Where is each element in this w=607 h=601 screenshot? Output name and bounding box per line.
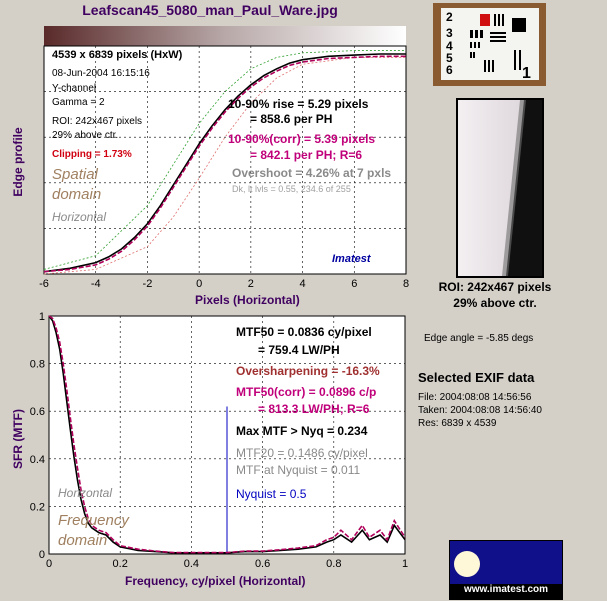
- dklt-text: Dk, lt lvls = 0.55, 234.6 of 255: [232, 184, 351, 194]
- ref-curve-green: [43, 50, 406, 270]
- edge-ylabel: Edge profile: [11, 127, 25, 197]
- x-tick-label: -6: [39, 278, 49, 290]
- edge-angle-text: Edge angle = -5.85 degs: [424, 333, 534, 344]
- mtfcorr-line1: MTF50(corr) = 0.0896 c/p: [236, 385, 377, 399]
- x-tick-label: 1: [402, 558, 408, 570]
- series-line-1: [43, 55, 406, 273]
- rise-line1: 10-90% rise = 5.29 pixels: [228, 97, 369, 111]
- y-tick-label: 0.2: [30, 501, 45, 513]
- edge-plot-area: [43, 45, 407, 275]
- mtf-horizontal-label: Horizontal: [58, 486, 113, 500]
- date-text: 08-Jun-2004 16:15:16: [52, 68, 150, 79]
- clipping-value: 1.73%: [103, 149, 132, 160]
- mtfcorr-line2: = 813.3 LW/PH; R=6: [258, 402, 370, 416]
- y-tick-label: 0.6: [30, 406, 45, 418]
- imatest-tag: Imatest: [332, 253, 371, 265]
- corr-line2: = 842.1 per PH; R=6: [250, 148, 363, 162]
- roi-caption-1: ROI: 242x467 pixels: [438, 280, 552, 294]
- target-number: 3: [446, 26, 453, 40]
- maxmtf-text: Max MTF > Nyq = 0.234: [236, 424, 368, 438]
- freq-domain-label: domain: [58, 532, 108, 549]
- corr-line1: 10-90%(corr) = 5.39 pixels: [228, 132, 376, 146]
- x-tick-label: 0: [46, 558, 52, 570]
- x-tick-label: 0.6: [255, 558, 270, 570]
- x-tick-label: -4: [91, 278, 101, 290]
- y-tick-label: 0.4: [30, 454, 45, 466]
- sun-icon: [454, 551, 480, 577]
- target-number: 1: [522, 65, 531, 82]
- mtf50-line1: MTF50 = 0.0836 cy/pixel: [236, 325, 372, 339]
- exif-taken: Taken: 2004:08:08 14:56:40: [418, 405, 542, 416]
- clipping-label: Clipping =: [52, 149, 104, 160]
- y-tick-label: 0: [39, 549, 45, 561]
- exif-file: File: 2004:08:08 14:56:56: [418, 392, 532, 403]
- y-tick-label: 1: [39, 311, 45, 323]
- frequency-label: Frequency: [58, 512, 129, 529]
- channel-text: Y-channel: [52, 83, 97, 94]
- horizontal-label: Horizontal: [52, 210, 107, 224]
- target-number: 5: [446, 51, 453, 65]
- edge-xlabel: Pixels (Horizontal): [195, 293, 300, 307]
- overshoot-text: Overshoot = 4.26% at 7 pxls: [232, 166, 392, 180]
- roi-text: ROI: 242x467 pixels: [52, 116, 143, 127]
- roi-caption-2: 29% above ctr.: [453, 296, 537, 310]
- target-number: 4: [446, 39, 453, 53]
- x-tick-label: 0: [196, 278, 202, 290]
- exif-title: Selected EXIF data: [418, 370, 535, 385]
- target-number: 6: [446, 63, 453, 77]
- dims-text: 4539 x 6839 pixels (HxW): [52, 49, 183, 61]
- x-tick-label: 0.8: [326, 558, 341, 570]
- spatial-label: Spatial: [52, 166, 98, 183]
- series-line-0: [43, 53, 406, 273]
- x-tick-label: 2: [248, 278, 254, 290]
- ref-curve-red: [43, 57, 406, 275]
- x-tick-label: 4: [300, 278, 306, 290]
- test-target-thumbnail: [433, 3, 546, 86]
- rise-line2: = 858.6 per PH: [250, 112, 333, 126]
- oversharp-text: Oversharpening = -16.3%: [236, 364, 380, 378]
- series-line-1: [48, 315, 406, 554]
- above-text: 29% above ctr.: [52, 130, 119, 141]
- mtf-xlabel: Frequency, cy/pixel (Horizontal): [125, 574, 306, 588]
- x-tick-label: 8: [403, 278, 409, 290]
- edge-gradient-bar: [44, 26, 406, 46]
- x-tick-label: 6: [351, 278, 357, 290]
- window-title: Leafscan45_5080_man_Paul_Ware.jpg: [82, 2, 338, 18]
- domain-label: domain: [52, 186, 102, 203]
- target-number: 2: [446, 10, 453, 24]
- mtf-ylabel: SFR (MTF): [11, 409, 25, 469]
- x-tick-label: -2: [143, 278, 153, 290]
- mtf20-text: MTF20 = 0.1486 cy/pixel: [236, 446, 368, 460]
- roi-image: [456, 98, 544, 278]
- mtf50-line2: = 759.4 LW/PH: [258, 343, 340, 357]
- logo-url: www.imatest.com: [463, 584, 549, 595]
- imatest-logo: www.imatest.com: [449, 540, 563, 600]
- clipping-text: Clipping = 1.73%: [52, 149, 132, 160]
- x-tick-label: 0.4: [184, 558, 199, 570]
- x-tick-label: 0.2: [113, 558, 128, 570]
- exif-res: Res: 6839 x 4539: [418, 418, 497, 429]
- gamma-text: Gamma = 2: [52, 97, 105, 108]
- nyquist-text: Nyquist = 0.5: [236, 487, 307, 501]
- mtfnyq-text: MTF at Nyquist = 0.011: [236, 463, 361, 477]
- y-tick-label: 0.8: [30, 359, 45, 371]
